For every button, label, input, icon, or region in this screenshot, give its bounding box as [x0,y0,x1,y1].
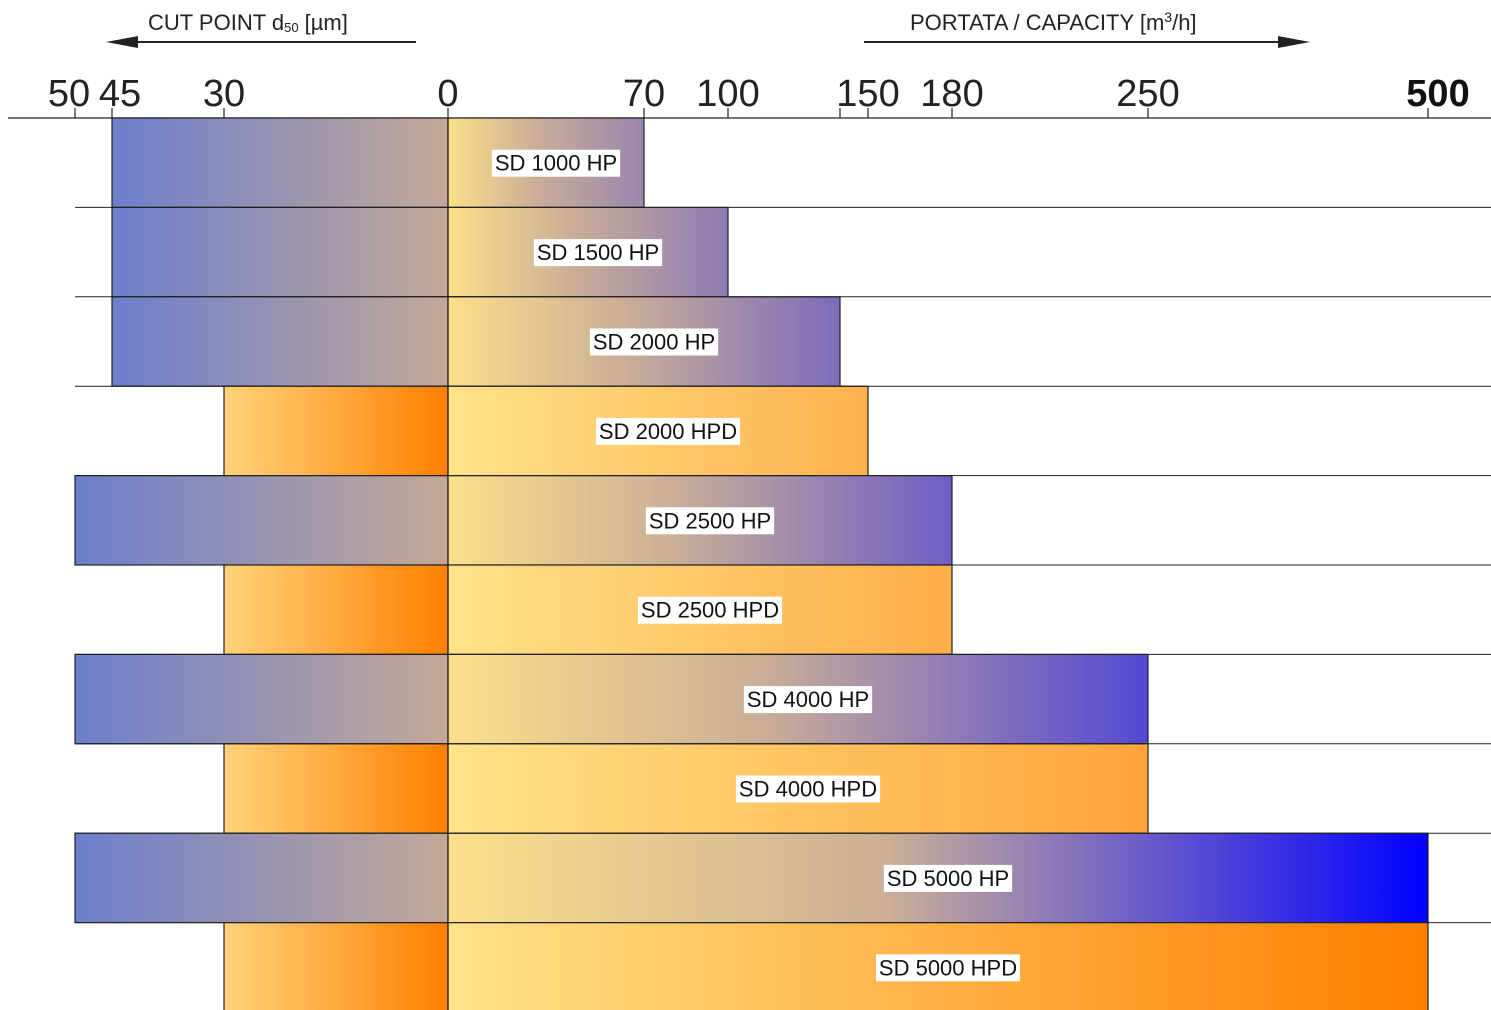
bar-label-text: SD 5000 HPD [879,955,1017,980]
bar-label-text: SD 4000 HP [747,687,869,712]
bar-label: SD 4000 HP [743,686,873,714]
cut-point-bar [111,117,449,209]
bar-label-background [645,507,775,535]
capacity-title-prefix: PORTATA / CAPACITY [m [910,10,1164,35]
bar-label: SD 2500 HPD [637,596,783,624]
cut-point-bar [223,743,449,834]
left-tick-label: 30 [203,73,245,115]
bar-label-background [735,775,881,803]
cut-point-title-text: CUT POINT d [148,10,284,35]
bar-label-background [595,417,741,445]
cut-point-bar [74,653,449,745]
cut-point-bar [74,832,449,924]
bar-label-text: SD 5000 HP [887,866,1009,891]
bar-label-text: SD 2500 HPD [641,598,779,623]
bar-label: SD 4000 HPD [735,775,881,803]
bar-label: SD 1500 HP [533,239,663,267]
cut-point-axis-title: CUT POINT d50 [µm] [106,10,416,48]
bar-label: SD 2000 HP [589,328,719,356]
right-tick-label: 180 [920,73,983,115]
cut-point-title-subscript: 50 [284,20,298,35]
capacity-axis-title: PORTATA / CAPACITY [m3/h] [864,9,1310,48]
cut-point-bar [223,921,449,1010]
cut-point-bar [223,564,449,656]
svg-text:PORTATA / CAPACITY [m3/h]: PORTATA / CAPACITY [m3/h] [910,9,1197,35]
left-tick-label: 50 [48,73,90,115]
capacity-arrow-head-icon [1278,36,1310,48]
bar-label-background [637,596,783,624]
left-tick-label: 0 [437,73,458,115]
cut-point-bar [223,385,449,477]
bar-label: SD 5000 HPD [875,954,1021,982]
bar-label: SD 2500 HP [645,507,775,535]
right-tick-label: 150 [836,73,899,115]
bar-label-text: SD 1000 HP [495,151,617,176]
right-tick-label: 250 [1116,73,1179,115]
bars [74,117,1429,1010]
bar-label: SD 1000 HP [491,149,621,177]
right-tick-label: 100 [696,73,759,115]
bar-label-background [743,686,873,714]
bar-label-background [533,239,663,267]
left-tick-label: 45 [99,73,141,115]
bar-label-text: SD 1500 HP [537,240,659,265]
svg-text:CUT POINT d50[µm]: CUT POINT d50 [µm] [148,10,348,35]
bar-label-text: SD 2000 HPD [599,419,737,444]
axis-ticks: 50 45 30 0 70 100 150 180 250 500 [8,73,1491,119]
cut-point-bar [74,475,449,566]
cut-point-arrow-head-icon [106,36,138,48]
row-grid [75,118,1491,1010]
bar-labels: SD 1000 HP SD 1500 HP SD 2000 HP SD 2000 HP… [491,149,1021,982]
bar-label-text: SD 2500 HP [649,508,771,533]
capacity-title-suffix: /h] [1172,10,1196,35]
bar-label-background [875,954,1021,982]
bar-label: SD 5000 HP [883,864,1013,892]
bar-label-background [883,864,1013,892]
cut-point-bar [111,206,449,298]
bar-label-text: SD 4000 HPD [739,777,877,802]
bar-label: SD 2000 HPD [595,417,741,445]
bar-label-text: SD 2000 HP [593,330,715,355]
cut-point-title-unit: [µm] [305,10,348,35]
right-tick-label: 500 [1406,73,1469,115]
capacity-title-superscript: 3 [1164,9,1172,25]
bar-label-background [491,149,621,177]
right-tick-label: 70 [623,73,665,115]
cut-point-bar [111,296,449,387]
bar-label-background [589,328,719,356]
